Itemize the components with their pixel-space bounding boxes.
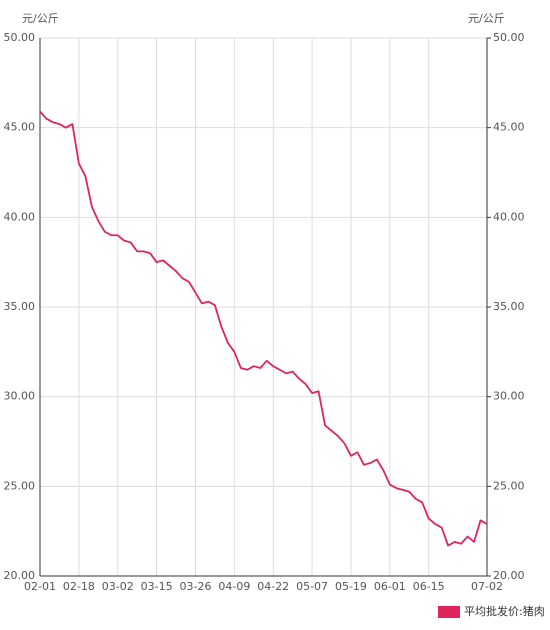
x-tick-label: 04-22	[257, 580, 289, 593]
y-tick-label: 50.00	[4, 31, 36, 44]
y2-tick-label: 35.00	[493, 300, 525, 313]
legend-label: 平均批发价:猪肉	[464, 604, 545, 618]
x-tick-label: 04-09	[218, 580, 250, 593]
y-axis-label: 元/公斤	[22, 12, 59, 25]
y2-tick-label: 40.00	[493, 210, 525, 223]
x-tick-label: 03-26	[179, 580, 211, 593]
x-tick-label: 07-02	[471, 580, 503, 593]
y2-tick-label: 30.00	[493, 390, 525, 403]
series-line	[39, 110, 488, 547]
y2-axis-label: 元/公斤	[468, 12, 505, 25]
y2-tick-label: 20.00	[493, 569, 525, 582]
x-tick-label: 03-15	[141, 580, 173, 593]
x-tick-label: 05-07	[296, 580, 328, 593]
y-tick-label: 40.00	[4, 210, 36, 223]
x-tick-label: 06-01	[374, 580, 406, 593]
y2-tick-label: 50.00	[493, 31, 525, 44]
y-tick-label: 25.00	[4, 479, 36, 492]
y-tick-label: 45.00	[4, 121, 36, 134]
y-tick-label: 35.00	[4, 300, 36, 313]
x-tick-label: 06-15	[413, 580, 445, 593]
x-tick-label: 02-01	[24, 580, 56, 593]
y-tick-label: 30.00	[4, 390, 36, 403]
legend-swatch	[438, 606, 460, 618]
y2-tick-label: 25.00	[493, 479, 525, 492]
y2-tick-label: 45.00	[493, 121, 525, 134]
x-tick-label: 02-18	[63, 580, 95, 593]
y-tick-label: 20.00	[4, 569, 36, 582]
x-tick-label: 05-19	[335, 580, 367, 593]
x-tick-label: 03-02	[102, 580, 134, 593]
